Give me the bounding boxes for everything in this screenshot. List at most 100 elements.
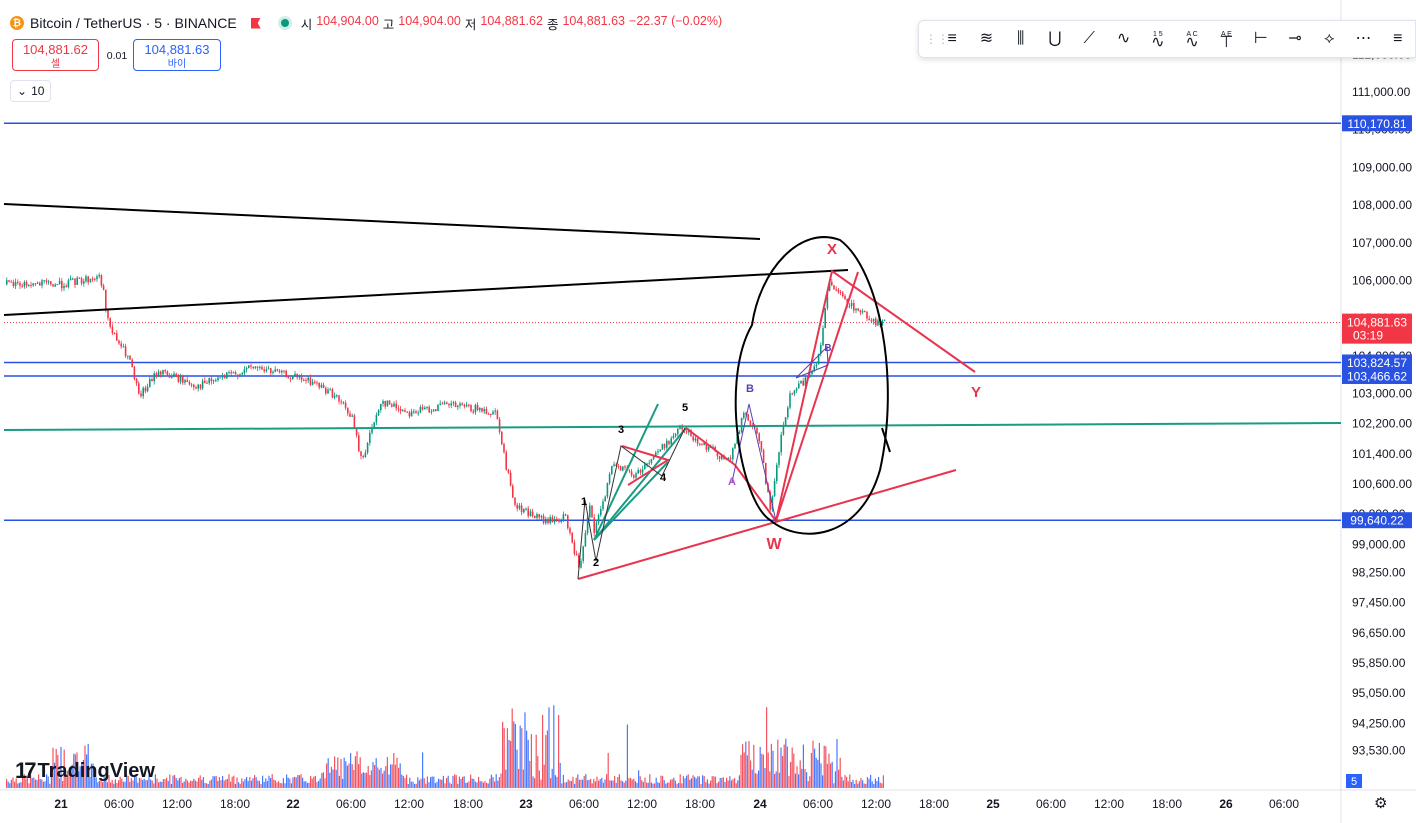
candle-body	[155, 373, 158, 377]
more-icon[interactable]: ≡	[1393, 30, 1403, 47]
candle-body	[575, 553, 578, 556]
candle-body	[542, 515, 545, 524]
candle-body	[281, 370, 283, 373]
candle-body	[624, 466, 626, 468]
volume-bar	[100, 778, 102, 788]
pattern-icon[interactable]: ⟋	[1083, 30, 1095, 47]
volume-bar	[300, 774, 302, 788]
abcd-icon[interactable]: A C ∿	[1185, 31, 1199, 51]
sell-button[interactable]: 104,881.62 셀	[12, 39, 99, 71]
volume-bar	[326, 763, 328, 788]
volume-bar	[788, 775, 790, 788]
volume-bar	[38, 774, 40, 788]
candle-body	[67, 280, 70, 288]
candle-body	[556, 518, 558, 520]
volume-bar	[6, 779, 8, 788]
wave-label: W	[766, 536, 782, 553]
candle-body	[61, 280, 63, 289]
volume-bar	[746, 755, 748, 788]
candle-body	[347, 407, 349, 414]
buy-button[interactable]: 104,881.63 바이	[133, 39, 221, 71]
candle-body	[454, 402, 457, 408]
horizontal-ray-icon[interactable]: ⟡	[1323, 30, 1335, 47]
candle-body	[507, 469, 510, 473]
volume-bar	[407, 783, 409, 788]
y-tick-label: 106,000.00	[1352, 273, 1412, 287]
volume-bar	[782, 756, 784, 788]
symbol-header: ₿ Bitcoin / TetherUS · 5 · BINANCE 시 104,…	[10, 12, 722, 34]
candle-body	[410, 411, 413, 417]
volume-bar	[337, 757, 339, 788]
volume-bar	[311, 778, 313, 788]
volume-bar	[98, 780, 100, 788]
fib-fan-icon[interactable]: ⋯	[1355, 30, 1372, 47]
volume-bar	[247, 780, 249, 788]
date-range-icon[interactable]: ⊸	[1288, 30, 1302, 47]
gann-box-icon[interactable]: ⫼	[1017, 30, 1025, 47]
candle-body	[734, 443, 736, 449]
volume-bar	[34, 779, 36, 788]
candle-body	[716, 451, 719, 457]
candle-body	[853, 302, 855, 311]
volume-bar	[191, 780, 193, 788]
candle-body	[670, 438, 672, 445]
volume-bar	[657, 782, 659, 788]
volume-bar	[748, 741, 750, 788]
volume-bar	[706, 779, 708, 788]
candle-body	[296, 373, 298, 378]
wave-label: B	[746, 383, 754, 395]
interval-selector[interactable]: ⌄ 10	[10, 80, 52, 102]
candle-body	[208, 378, 210, 384]
candle-body	[327, 389, 329, 394]
volume-bar	[806, 772, 808, 788]
volume-bar	[468, 781, 470, 788]
fan-icon[interactable]: ∿	[1116, 30, 1131, 47]
settings-gear-icon[interactable]: ⚙	[1374, 795, 1388, 812]
candle-body	[465, 404, 468, 407]
candle-body	[25, 282, 28, 286]
candle-body	[116, 333, 118, 341]
open-value: 104,904.00	[316, 13, 379, 28]
volume-bar	[346, 765, 348, 788]
candle-body	[861, 311, 864, 313]
chevron-down-icon: ⌄	[17, 84, 28, 98]
drag-handle-icon[interactable]: ⋮⋮	[925, 32, 949, 46]
volume-bar	[212, 776, 214, 788]
fib-retracement-icon[interactable]: ≋	[979, 30, 994, 47]
candle-body	[483, 409, 485, 412]
elliott-impulse-icon[interactable]: 1 5 ∿	[1151, 31, 1165, 51]
volume-bar	[598, 780, 600, 788]
pitchfork-icon[interactable]: ≡	[947, 30, 957, 47]
long-position-icon[interactable]: ⊢	[1253, 30, 1268, 47]
volume-bar	[644, 777, 646, 788]
y-tick-label: 98,250.00	[1352, 566, 1406, 580]
volume-bar	[217, 780, 219, 788]
candle-body	[120, 343, 122, 347]
volume-bar	[292, 777, 294, 788]
vertical-lines-icon[interactable]: ⋃	[1048, 30, 1062, 47]
volume-bar	[626, 724, 628, 788]
volume-bar	[615, 782, 617, 788]
elliott-correction-icon[interactable]: A E ⊤	[1219, 31, 1234, 51]
volume-bar	[118, 780, 120, 788]
volume-bar	[606, 774, 608, 788]
symbol-title[interactable]: Bitcoin / TetherUS · 5 · BINANCE	[30, 15, 237, 31]
volume-bar	[623, 782, 625, 788]
candle-body	[657, 451, 659, 453]
candle-body	[17, 281, 19, 283]
volume-bar	[639, 776, 641, 788]
candle-body	[659, 449, 661, 452]
volume-bar	[222, 776, 224, 788]
candle-body	[325, 387, 327, 394]
volume-bar	[380, 767, 382, 788]
flag-icon[interactable]	[250, 17, 261, 29]
candle-body	[701, 444, 703, 446]
volume-bar	[276, 782, 278, 788]
volume-bar	[162, 779, 164, 788]
volume-bar	[767, 752, 769, 788]
candle-body	[94, 278, 96, 280]
candle-body	[197, 384, 199, 389]
volume-bar	[486, 782, 488, 788]
volume-bar	[15, 778, 17, 788]
